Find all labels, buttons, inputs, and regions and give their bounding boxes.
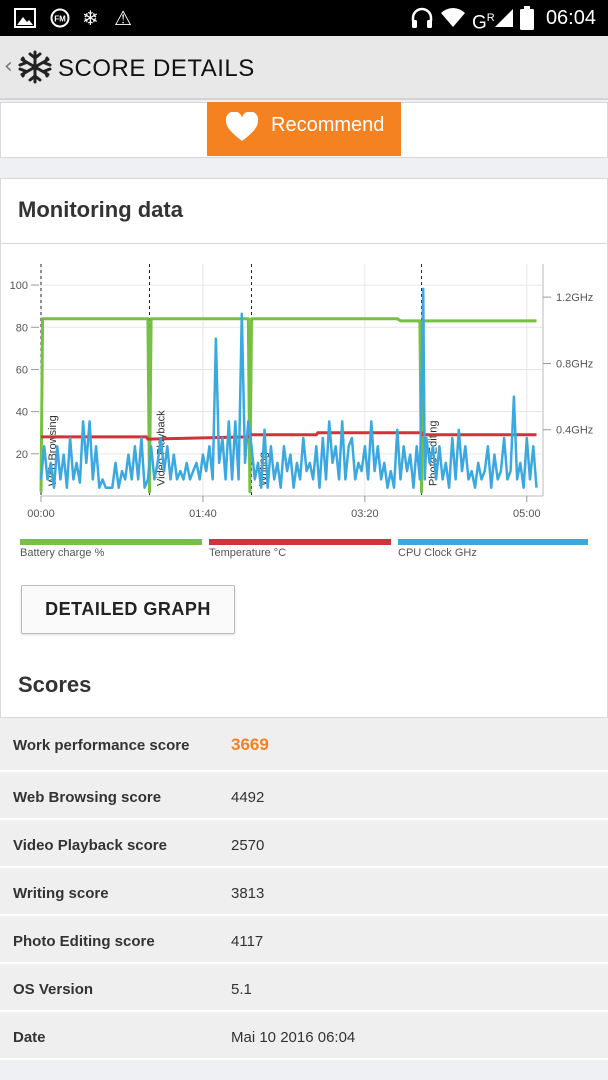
warning-icon: ⚠ (114, 6, 132, 30)
divider (0, 243, 608, 244)
wifi-icon (441, 8, 465, 27)
score-label: Web Browsing score (13, 789, 162, 806)
score-value: 3813 (231, 885, 265, 902)
x-tick-label: 03:20 (351, 508, 379, 520)
y-tick-label-right: 1.2GHz (556, 292, 593, 304)
score-value: 2570 (231, 837, 265, 854)
signal-icon (495, 9, 513, 27)
legend-label-cpu: CPU Clock GHz (398, 547, 477, 559)
score-value: 3669 (231, 735, 269, 754)
score-row-date: Date Mai 10 2016 06:04 (0, 1014, 608, 1060)
y-tick-label-right: 0.4GHz (556, 425, 593, 437)
score-label: Writing score (13, 885, 109, 902)
app-bar: ‹ SCORE DETAILS (0, 36, 608, 100)
legend-label-temperature: Temperature °C (209, 547, 287, 559)
score-row-photo-editing: Photo Editing score 4117 (0, 918, 608, 964)
y-tick-label-left: 80 (16, 322, 28, 334)
page-title: SCORE DETAILS (58, 55, 255, 82)
fm-icon: FM (50, 8, 70, 28)
headset-icon (411, 7, 433, 28)
status-time: 06:04 (545, 7, 596, 29)
x-tick-label: 00:00 (27, 508, 55, 520)
score-value: 4492 (231, 789, 265, 806)
scores-title: Scores (18, 672, 92, 697)
y-tick-label-left: 60 (16, 364, 28, 376)
score-row-work-performance: Work performance score 3669 (0, 720, 608, 772)
snowflake-logo-icon[interactable] (18, 50, 52, 84)
score-label: Date (13, 1029, 46, 1046)
recommend-label: Recommend (271, 114, 385, 136)
image-icon (14, 8, 36, 28)
score-label: Video Playback score (13, 837, 167, 854)
series-line-1 (41, 431, 537, 441)
chevron-left-icon[interactable]: ‹ (4, 54, 13, 79)
network-type: GR (472, 12, 495, 34)
score-label: Photo Editing score (13, 933, 155, 950)
snowflake-icon: ❄ (82, 6, 99, 30)
battery-icon (520, 6, 534, 30)
score-value: Mai 10 2016 06:04 (231, 1029, 356, 1046)
legend-swatch-cpu (398, 539, 588, 545)
score-label: OS Version (13, 981, 94, 998)
status-bar: FM ❄ ⚠ GR 06:04 (0, 0, 608, 36)
y-tick-label-left: 20 (16, 449, 28, 461)
score-label: Work performance score (13, 737, 190, 754)
heart-icon (225, 112, 259, 141)
x-tick-label: 01:40 (189, 508, 217, 520)
y-tick-label-left: 40 (16, 407, 28, 419)
legend-swatch-battery (20, 539, 202, 545)
score-row-os-version: OS Version 5.1 (0, 966, 608, 1012)
x-tick-label: 05:00 (513, 508, 541, 520)
legend-swatch-temperature (209, 539, 391, 545)
score-value: 4117 (231, 933, 264, 950)
score-value: 5.1 (231, 981, 252, 998)
monitoring-title: Monitoring data (18, 197, 183, 222)
recommend-button[interactable]: Recommend (207, 102, 401, 156)
score-row-writing: Writing score 3813 (0, 870, 608, 916)
score-row-web-browsing: Web Browsing score 4492 (0, 774, 608, 820)
y-tick-label-right: 0.8GHz (556, 358, 593, 370)
svg-text:FM: FM (54, 15, 66, 24)
monitoring-chart: 20 40 60 80 100 0.4GHz 0.8GHz 1.2GHz 00:00 01:40 0… (10, 264, 593, 520)
y-tick-label-left: 100 (10, 280, 28, 292)
score-row-video-playback: Video Playback score 2570 (0, 822, 608, 868)
legend-label-battery: Battery charge % (20, 547, 105, 559)
detailed-graph-button[interactable]: DETAILED GRAPH (21, 585, 235, 634)
series-line-2 (39, 287, 538, 489)
